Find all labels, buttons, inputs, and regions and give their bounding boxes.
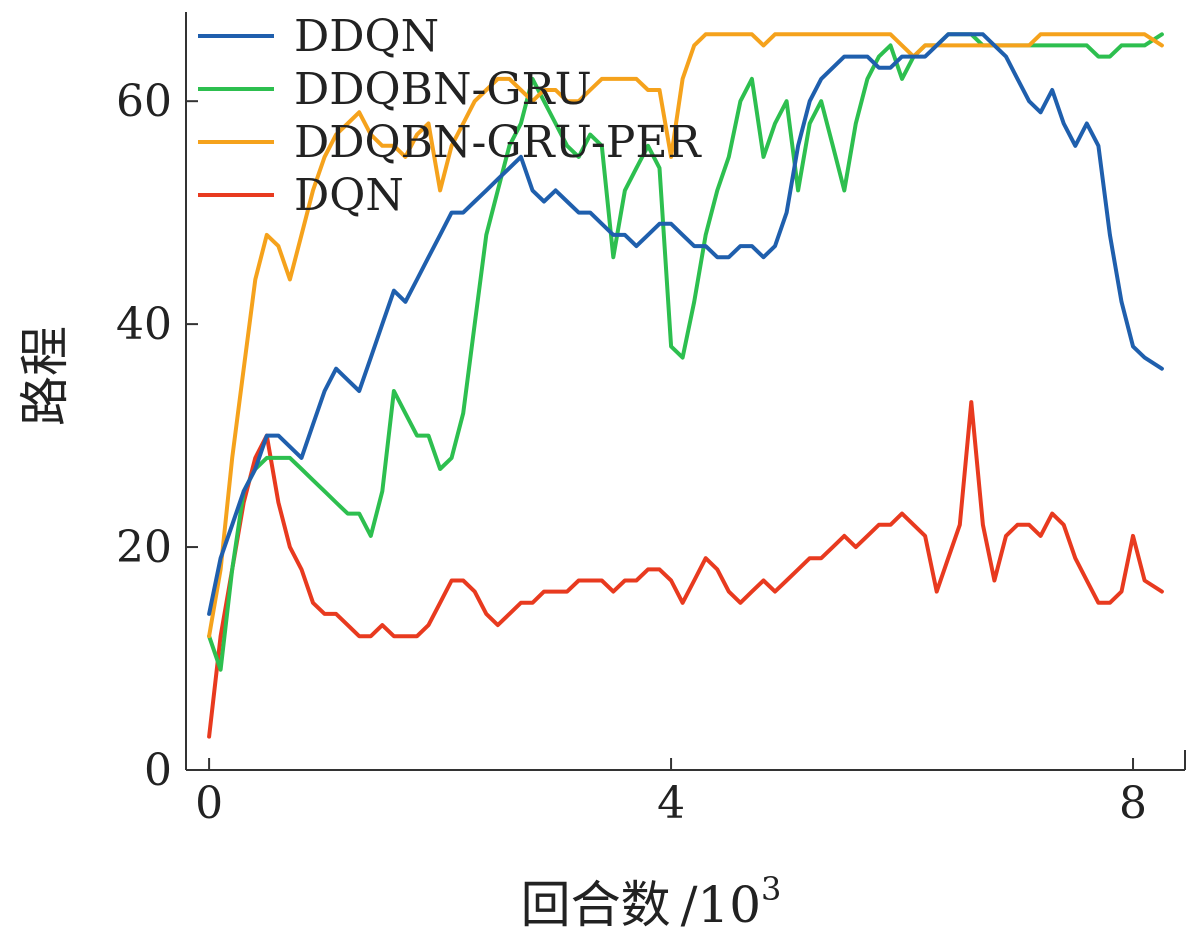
y-axis-title: 路程 (16, 326, 74, 426)
chart-ticks: 0 20 40 60 0 4 8 (116, 76, 1147, 829)
x-axis-title-main: 回合数 (521, 876, 671, 934)
y-tick-label: 0 (144, 745, 172, 796)
y-tick-label: 40 (116, 299, 172, 350)
y-tick-label: 60 (116, 76, 172, 127)
x-axis-title-unit: /10 (681, 876, 761, 934)
x-tick-label: 8 (1119, 778, 1147, 829)
x-axis-title-exponent: 3 (761, 870, 781, 908)
series-line-ddqbn-gru-per (207, 32, 1164, 639)
x-tick-label: 0 (195, 778, 223, 829)
chart-axes (185, 12, 1186, 771)
legend-label: DDQBN-GRU-PER (294, 117, 703, 168)
legend-label: DDQBN-GRU (294, 64, 592, 115)
x-tick-label: 4 (657, 778, 685, 829)
series-line-dqn (207, 400, 1164, 739)
series-layer (207, 32, 1164, 739)
legend-label: DQN (294, 170, 404, 221)
series-line-ddqn (207, 32, 1164, 616)
y-tick-label: 20 (116, 522, 172, 573)
x-axis-title: 回合数/103 (521, 870, 782, 934)
legend-label: DDQN (294, 11, 439, 62)
